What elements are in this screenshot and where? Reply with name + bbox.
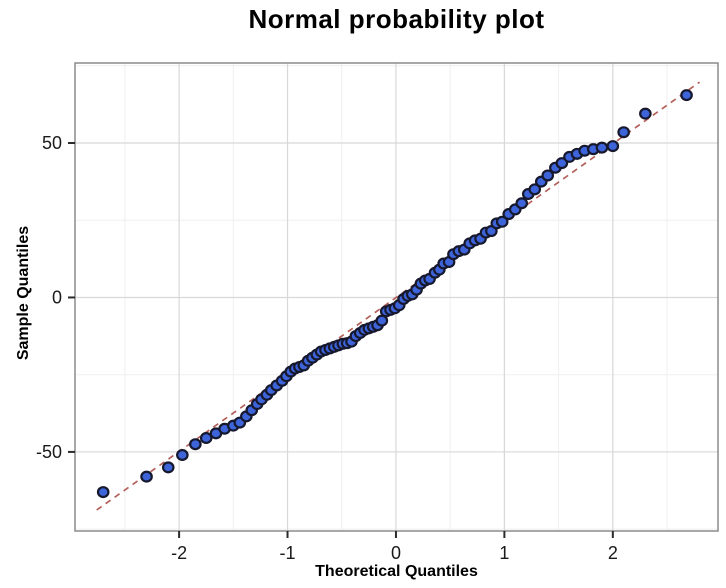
data-point — [606, 140, 620, 153]
y-tick-label: -50 — [36, 442, 62, 462]
x-tick-label: 2 — [608, 543, 618, 563]
data-point — [639, 107, 652, 120]
data-point — [375, 314, 389, 327]
data-point — [515, 197, 529, 210]
x-tick-label: 0 — [391, 543, 401, 563]
data-point — [617, 126, 630, 139]
data-point — [199, 432, 213, 445]
data-point — [555, 157, 569, 170]
data-point — [161, 461, 175, 474]
data-point — [680, 89, 693, 102]
data-point — [189, 438, 202, 451]
data-point — [528, 183, 542, 196]
data-point — [541, 169, 555, 182]
x-tick-label: -1 — [280, 543, 296, 563]
chart-title: Normal probability plot — [248, 4, 545, 34]
data-point — [595, 141, 609, 154]
x-tick-label: -2 — [171, 543, 187, 563]
x-axis-title: Theoretical Quantiles — [315, 563, 478, 580]
data-point — [96, 486, 110, 499]
x-tick-label: 1 — [499, 543, 509, 563]
y-tick-label: 0 — [52, 287, 62, 307]
data-point — [176, 449, 189, 462]
data-point — [140, 470, 153, 483]
y-tick-label: 50 — [42, 133, 62, 153]
data-point — [495, 215, 509, 228]
